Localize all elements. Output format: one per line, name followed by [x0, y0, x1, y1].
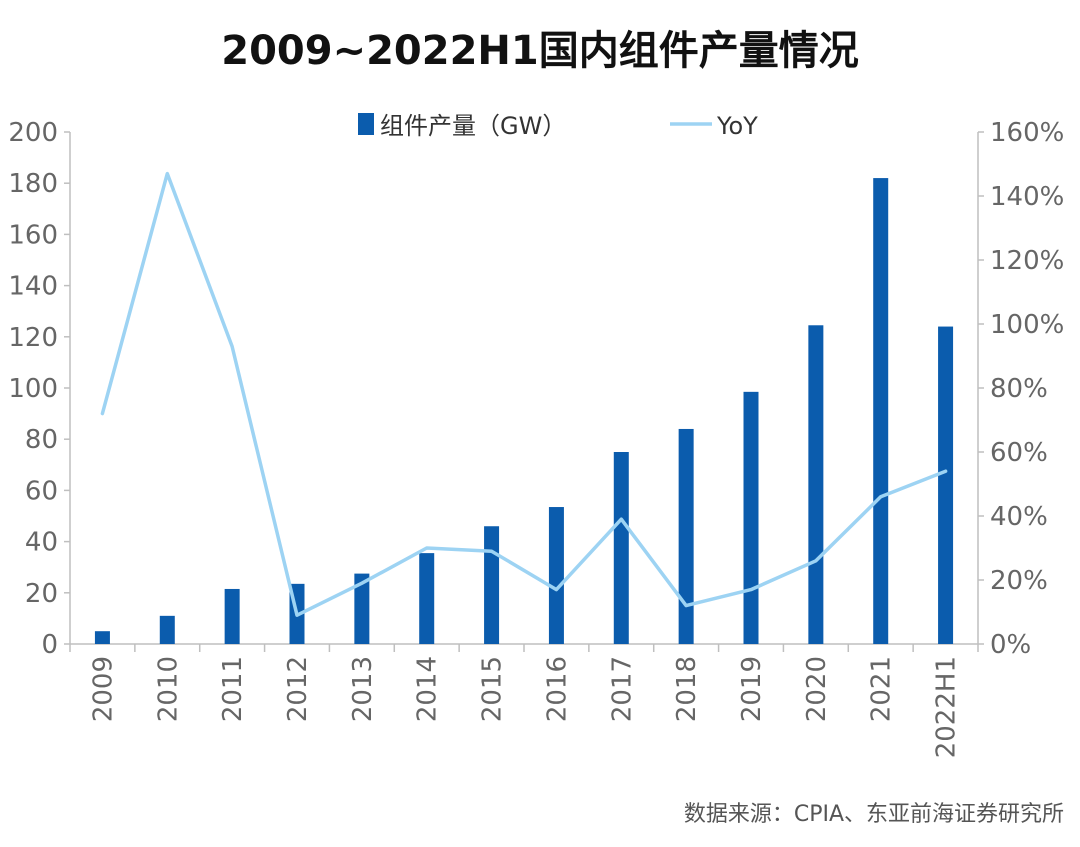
bar	[224, 588, 240, 644]
x-tick-label: 2011	[218, 656, 248, 722]
bar	[419, 553, 435, 644]
source-note: 数据来源：CPIA、东亚前海证券研究所	[683, 802, 1064, 827]
x-tick-label: 2012	[283, 656, 313, 722]
x-tick-label: 2019	[737, 656, 767, 722]
legend-line-label: YoY	[716, 112, 758, 140]
x-tick-label: 2018	[672, 656, 702, 722]
bar	[938, 326, 954, 644]
left-tick-label: 80	[25, 425, 58, 455]
bar	[484, 526, 500, 644]
bar	[743, 391, 759, 644]
axes: 0 20 40 60 80 100 120 140 160 180 200 0% 20% 40% 60% 80…	[8, 118, 1064, 758]
left-tick-label: 120	[8, 323, 58, 353]
bar	[678, 428, 694, 644]
legend-bar-swatch	[358, 113, 374, 135]
left-tick-label: 20	[25, 579, 58, 609]
right-tick-label: 0%	[990, 630, 1031, 660]
left-tick-label: 160	[8, 220, 58, 250]
right-tick-label: 160%	[990, 118, 1064, 148]
right-tick-label: 80%	[990, 374, 1048, 404]
left-tick-label: 100	[8, 374, 58, 404]
chart-title: 2009~2022H1国内组件产量情况	[221, 28, 859, 74]
x-tick-label: 2022H1	[932, 656, 962, 758]
x-tick-label: 2017	[607, 656, 637, 722]
bar	[808, 325, 824, 644]
bar	[94, 631, 110, 644]
right-tick-label: 40%	[990, 502, 1048, 532]
x-tick-label: 2010	[153, 656, 183, 722]
left-tick-label: 60	[25, 476, 58, 506]
bar	[548, 507, 564, 644]
bar	[159, 615, 175, 644]
left-tick-label: 140	[8, 272, 58, 302]
legend: 组件产量（GW） YoY	[358, 112, 758, 140]
left-tick-label: 180	[8, 169, 58, 199]
left-tick-label: 40	[25, 528, 58, 558]
legend-bar-label: 组件产量（GW）	[380, 112, 566, 140]
right-tick-label: 60%	[990, 438, 1048, 468]
yoy-series	[100, 171, 948, 617]
bar	[354, 573, 370, 644]
x-tick-label: 2021	[867, 656, 897, 722]
bar	[613, 452, 629, 644]
right-tick-label: 120%	[990, 246, 1064, 276]
x-tick-label: 2009	[88, 656, 118, 722]
left-tick-label: 0	[41, 630, 58, 660]
right-tick-label: 20%	[990, 566, 1048, 596]
left-tick-label: 200	[8, 118, 58, 148]
right-tick-label: 140%	[990, 182, 1064, 212]
x-tick-label: 2020	[802, 656, 832, 722]
right-tick-label: 100%	[990, 310, 1064, 340]
x-tick-label: 2016	[542, 656, 572, 722]
bar-series	[94, 178, 954, 644]
yoy-line	[100, 171, 948, 617]
bar	[873, 178, 889, 644]
x-tick-label: 2013	[348, 656, 378, 722]
x-tick-label: 2014	[413, 656, 443, 722]
x-tick-label: 2015	[478, 656, 508, 722]
